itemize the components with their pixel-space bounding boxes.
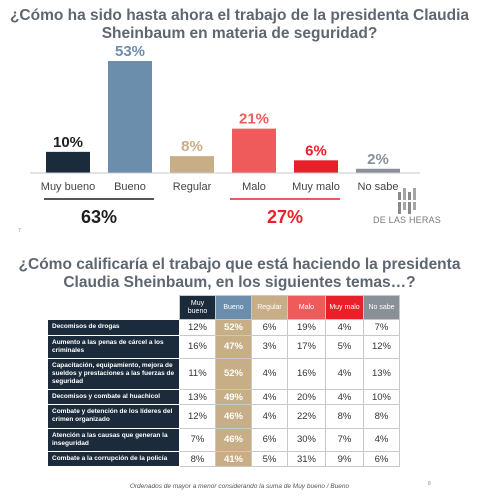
table-cell: 8% (179, 450, 216, 468)
table-cell: 20% (287, 388, 326, 406)
table-row: Aumento a las penas de cárcel a los crim… (47, 334, 400, 359)
table-cell: 13% (179, 388, 216, 406)
table-cell: 41% (215, 450, 252, 468)
bar-muy-malo (294, 160, 338, 173)
themes-rating-table: Muy bueno Bueno Regular Malo Muy malo No sabe… (47, 295, 400, 468)
table-cell: 19% (287, 319, 326, 336)
table-cell: 6% (251, 427, 288, 452)
column-header: Malo (287, 295, 326, 320)
table-cell: 16% (179, 334, 216, 359)
de-las-heras-logo-icon (398, 188, 416, 214)
table-cell: 13% (363, 357, 400, 390)
table-cell: 10% (363, 388, 400, 406)
table-cell: 3% (251, 334, 288, 359)
bar-muy-bueno (46, 151, 90, 173)
table-cell: 49% (215, 388, 252, 406)
row-topic: Combate a la corrupción de la policía (47, 450, 180, 468)
security-bar-chart: 10% Muy bueno 53% Bueno 8% Regular 21% Malo 6% Mu… (30, 43, 420, 227)
table-row: Capacitación, equipamiento, mejora de su… (47, 357, 400, 390)
table-header-row: Muy bueno Bueno Regular Malo Muy malo No sabe (48, 295, 400, 320)
category-label: Malo (242, 181, 266, 193)
table-cell: 4% (325, 357, 364, 390)
table-cell: 12% (363, 334, 400, 359)
group-total-label: 63% (81, 207, 117, 227)
table-cell: 7% (179, 427, 216, 452)
table-cell: 7% (325, 427, 364, 452)
table-cell: 9% (325, 450, 364, 468)
row-topic: Atención a las causas que generan la ins… (47, 427, 180, 452)
table-title-themes: ¿Cómo calificaría el trabajo que está ha… (18, 256, 461, 291)
bar-value-label: 6% (305, 142, 327, 159)
bar-value-label: 10% (53, 134, 83, 151)
table-cell: 4% (325, 388, 364, 406)
column-header: Muy malo (325, 295, 364, 320)
table-row: Decomisos y combate al huachicol 13% 49% 4%… (47, 388, 400, 406)
bar-bueno (108, 61, 152, 173)
table-cell: 46% (215, 404, 252, 429)
table-cell: 4% (251, 388, 288, 406)
table-cell: 4% (251, 404, 288, 429)
bar-value-label: 53% (115, 43, 145, 60)
table-cell: 8% (325, 404, 364, 429)
table-cell: 52% (215, 357, 252, 390)
bar-value-label: 2% (367, 151, 389, 168)
category-label: Bueno (114, 181, 146, 193)
category-label: Muy malo (292, 181, 340, 193)
table-cell: 12% (179, 404, 216, 429)
bar-value-label: 21% (239, 111, 269, 128)
table-cell: 31% (287, 450, 326, 468)
row-topic: Decomisos de drogas (47, 319, 180, 336)
category-label: No sabe (358, 181, 399, 193)
table-cell: 16% (287, 357, 326, 390)
table-cell: 52% (215, 319, 252, 336)
page-mark-right: 8 (428, 481, 431, 487)
category-label: Muy bueno (41, 181, 95, 193)
table-cell: 7% (363, 319, 400, 336)
table-row: Atención a las causas que generan la ins… (47, 427, 400, 452)
table-cell: 30% (287, 427, 326, 452)
table-row: Combate a la corrupción de la policía 8% 4… (47, 450, 400, 468)
row-topic: Decomisos y combate al huachicol (47, 388, 180, 406)
table-cell: 17% (287, 334, 326, 359)
table-row: Combate y detención de los líderes del c… (47, 404, 400, 429)
table-corner (48, 296, 180, 320)
table-cell: 4% (251, 357, 288, 390)
group-total-label: 27% (267, 207, 303, 227)
table-cell: 22% (287, 404, 326, 429)
row-topic: Capacitación, equipamiento, mejora de su… (47, 357, 180, 390)
row-topic: Combate y detención de los líderes del c… (47, 404, 180, 429)
table-cell: 8% (363, 404, 400, 429)
table-cell: 12% (179, 319, 216, 336)
table-cell: 4% (363, 427, 400, 452)
table-cell: 5% (251, 450, 288, 468)
row-topic: Aumento a las penas de cárcel a los crim… (47, 334, 180, 359)
bar-no-sabe (356, 168, 400, 173)
column-header: Regular (251, 295, 288, 320)
table-row: Decomisos de drogas 12% 52% 6% 19% 4% 7% (47, 319, 400, 336)
page-mark-left: 7 (18, 228, 21, 234)
table-cell: 5% (325, 334, 364, 359)
category-label: Regular (173, 181, 212, 193)
table-cell: 6% (251, 319, 288, 336)
logo-text: DE LAS HERAS (373, 215, 441, 225)
bar-regular (170, 156, 214, 173)
bar-value-label: 8% (181, 138, 203, 155)
bar-malo (232, 128, 276, 173)
table-cell: 46% (215, 427, 252, 452)
column-header: Muy bueno (179, 295, 216, 320)
column-header: No sabe (363, 295, 400, 320)
footnote: Ordenados de mayor a menor considerando … (129, 483, 350, 490)
table-cell: 11% (179, 357, 216, 390)
chart-title-security: ¿Cómo ha sido hasta ahora el trabajo de … (9, 7, 470, 42)
table-cell: 4% (325, 319, 364, 336)
table-cell: 47% (215, 334, 252, 359)
table-cell: 6% (363, 450, 400, 468)
logo: DE LAS HERAS (372, 188, 442, 232)
column-header: Bueno (215, 295, 252, 320)
